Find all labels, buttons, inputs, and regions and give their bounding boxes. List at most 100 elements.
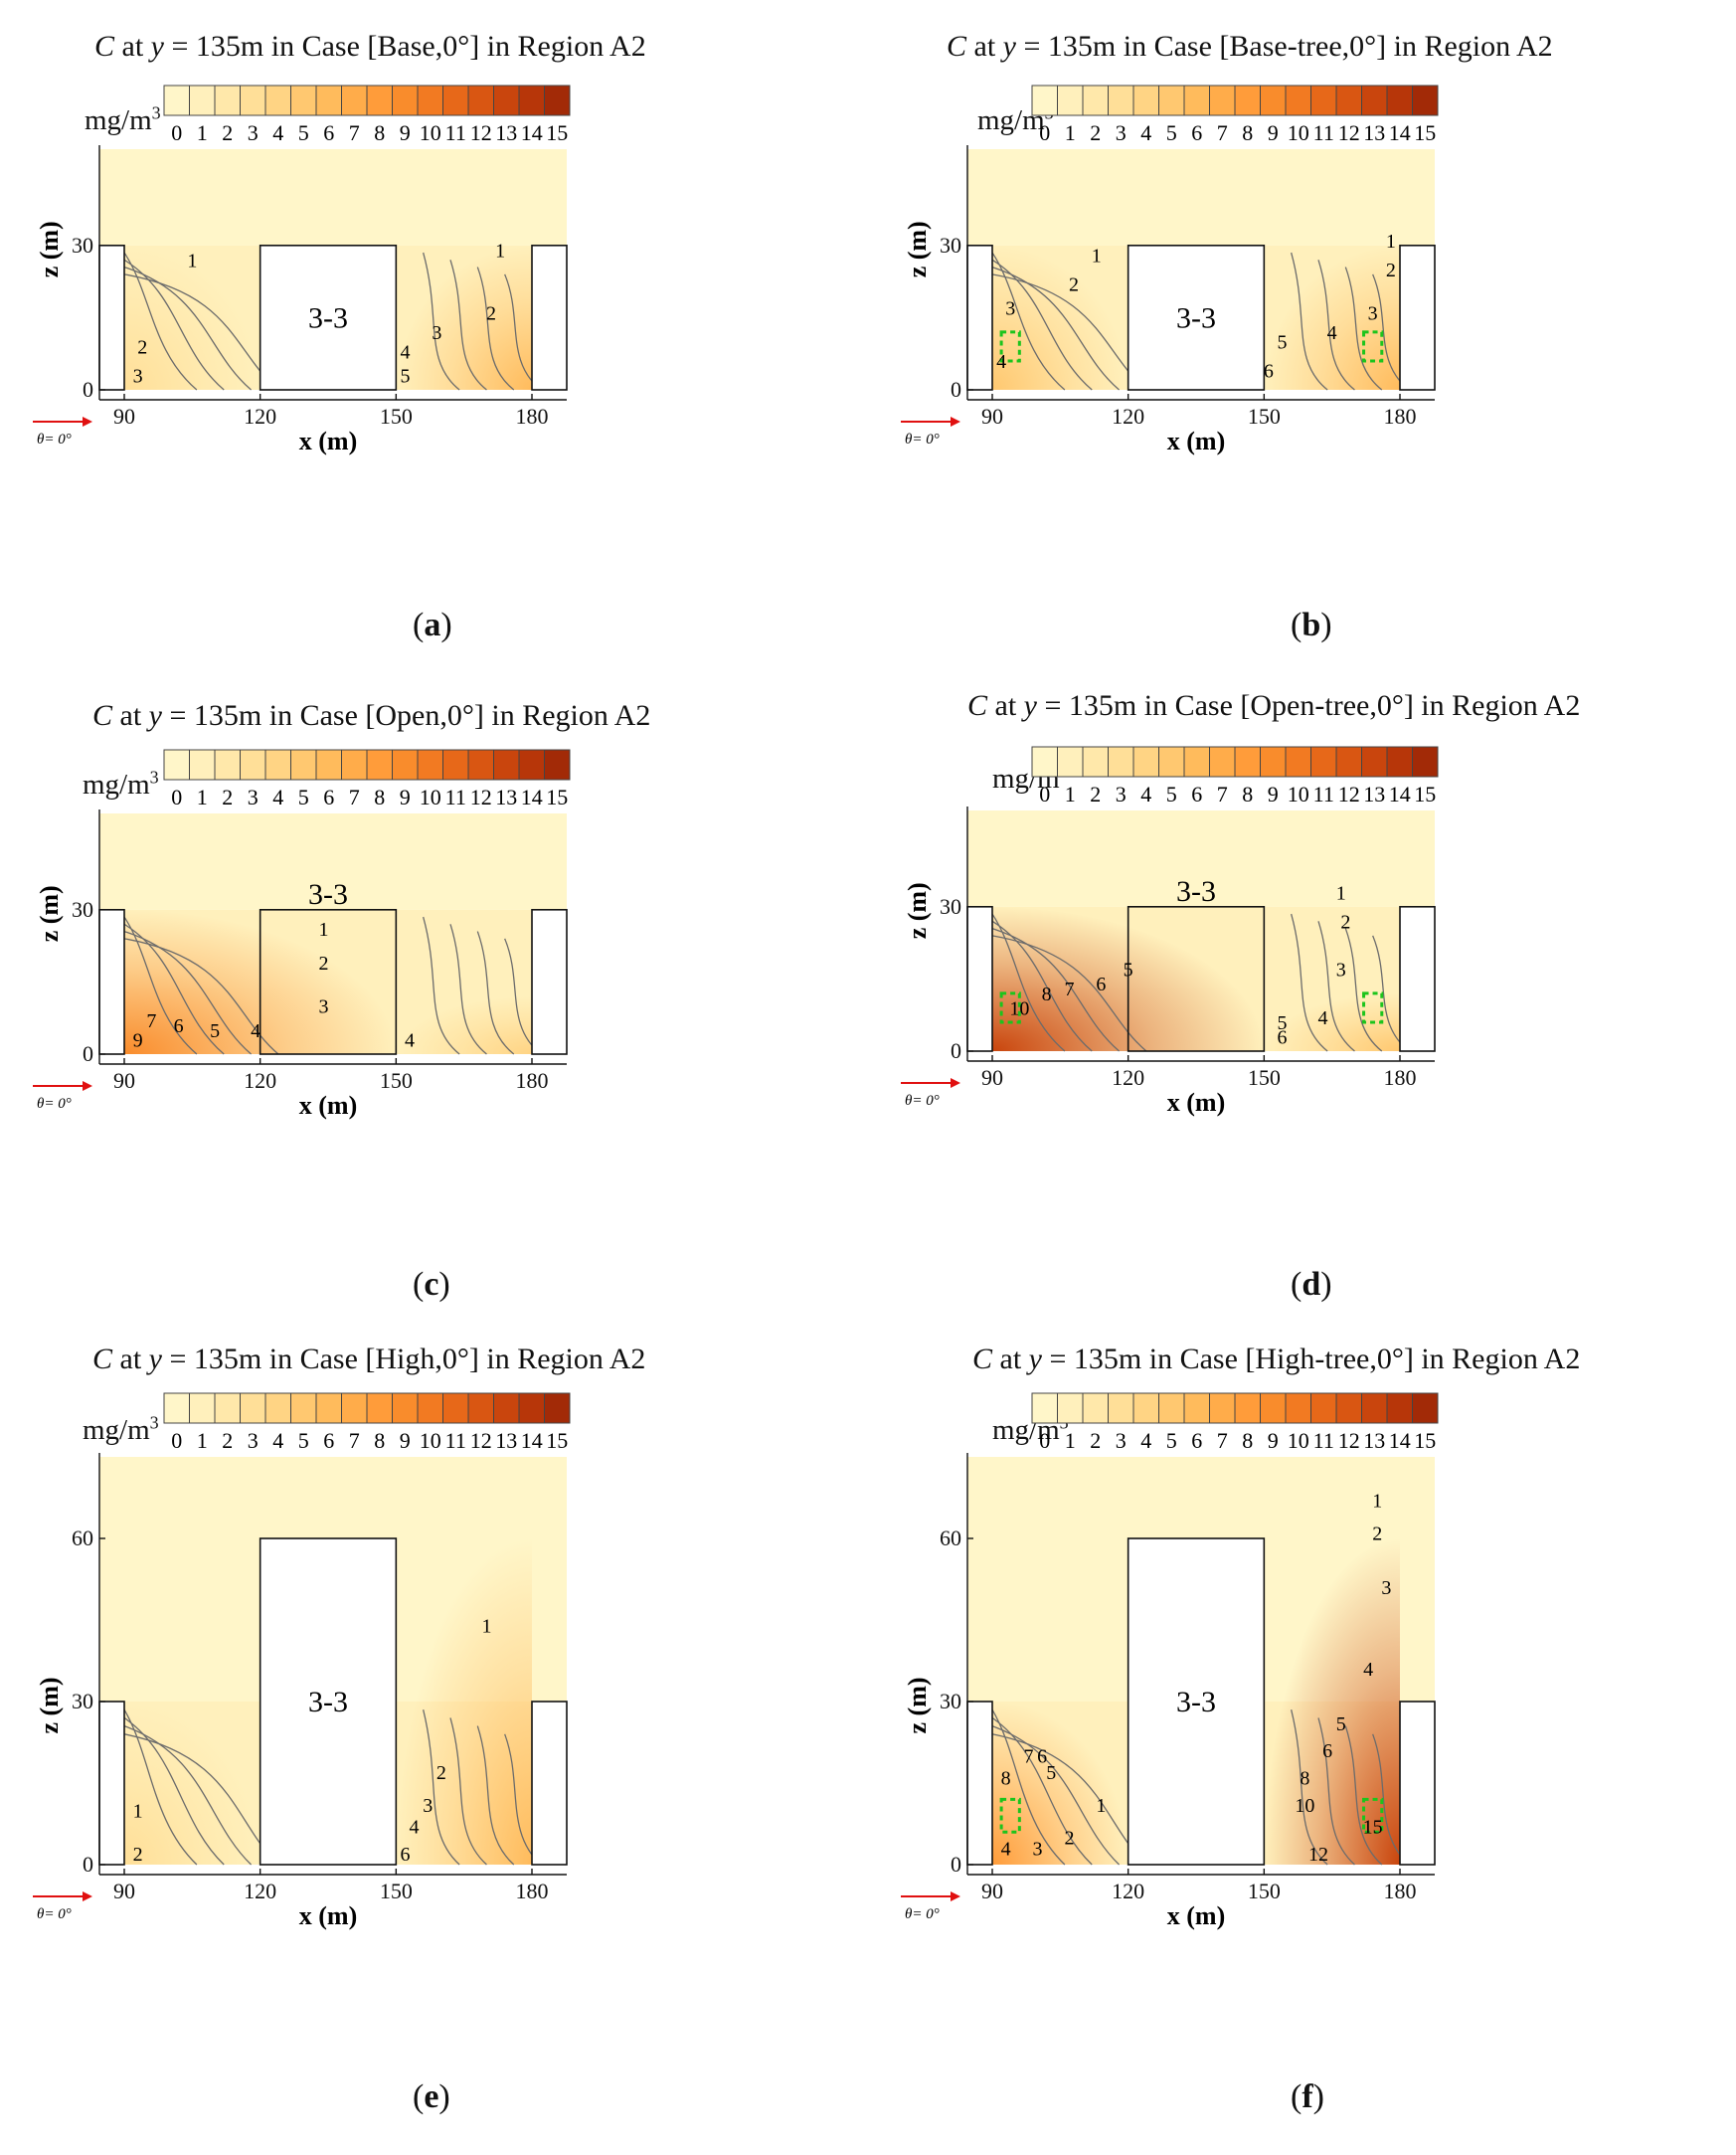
contour-label: 2	[486, 303, 496, 325]
contour-line	[476, 267, 515, 391]
colorbar-swatch	[1361, 746, 1388, 778]
colorbar-tick-label: 9	[1268, 120, 1279, 145]
contour-label: 7	[146, 1010, 156, 1032]
colorbar-swatch	[1335, 1392, 1362, 1424]
building-label: 3-3	[308, 1686, 348, 1718]
building-outline-open	[259, 909, 398, 1055]
wind-arrow-head	[83, 1891, 92, 1901]
wind-angle-label: θ= 0°	[905, 1906, 940, 1922]
colorbar-swatch	[467, 85, 494, 116]
left-concentration-plume	[992, 1702, 1128, 1865]
right-concentration-plume	[1264, 992, 1400, 1051]
x-axis-label: x (m)	[1167, 1088, 1225, 1117]
colorbar-tick-label: 2	[222, 785, 233, 809]
colorbar-tick-label: 15	[1414, 1428, 1436, 1453]
x-tick-label: 150	[1248, 404, 1281, 429]
tree-zone-icon	[1362, 991, 1384, 1024]
title-at: at	[987, 689, 1024, 722]
contour-line	[123, 1716, 225, 1866]
contour-line	[991, 266, 1120, 391]
colorbar-tick-label: 0	[171, 1428, 182, 1453]
title-rest: = 135m in Case [Base-tree,0°] in Region …	[1016, 30, 1553, 63]
colorbar-tick-label: 4	[272, 1428, 283, 1453]
colorbar-swatch	[1285, 746, 1311, 778]
colorbar-tick-label: 1	[1065, 120, 1076, 145]
colorbar-tick-label: 5	[1166, 782, 1177, 807]
wind-arrow-head	[951, 417, 960, 427]
z-axis-label: z (m)	[35, 1677, 64, 1733]
contour-label: 4	[996, 351, 1006, 373]
contour-line	[476, 1725, 515, 1866]
contour-label: 5	[1046, 1762, 1056, 1784]
building-outline-open	[1127, 906, 1266, 1052]
colorbar-tick-label: 14	[1389, 782, 1411, 807]
colorbar-tick-label: 1	[197, 1428, 208, 1453]
colorbar-swatch	[341, 1392, 368, 1424]
x-tick-label: 90	[113, 1879, 135, 1903]
x-tick-label: 120	[1112, 1879, 1144, 1903]
contour-label: 4	[251, 1020, 260, 1042]
z-tick-label: 60	[72, 1526, 93, 1550]
contour-label: 15	[1363, 1817, 1383, 1839]
wind-arrow-head	[83, 1081, 92, 1091]
contour-line	[123, 916, 198, 1055]
colorbar-swatch	[290, 1392, 317, 1424]
colorbar-swatch	[1209, 746, 1236, 778]
contour-label: 1	[1092, 245, 1102, 267]
z-tick-label: 30	[72, 1689, 93, 1713]
colorbar-swatch	[518, 1392, 545, 1424]
colorbar-tick-label: 7	[349, 120, 360, 145]
panel-caption: (e)	[413, 2078, 450, 2115]
downstream-building	[531, 1701, 568, 1866]
colorbar-swatch	[1412, 1392, 1439, 1424]
wind-angle-label: θ= 0°	[905, 1093, 940, 1109]
contour-label: 3	[1005, 298, 1015, 320]
title-at: at	[114, 30, 151, 63]
free-stream-region	[99, 813, 567, 910]
panel-caption: (d)	[1291, 1266, 1332, 1303]
downstream-building	[531, 909, 568, 1055]
contour-label: 10	[1009, 997, 1029, 1019]
contour-label: 4	[1318, 1007, 1328, 1029]
colorbar-tick-label: 15	[546, 120, 568, 145]
contour-label: 4	[1363, 1659, 1373, 1681]
colorbar-tick-label: 6	[1191, 782, 1202, 807]
colorbar-swatch	[1310, 1392, 1337, 1424]
contour-line	[1372, 273, 1410, 391]
contour-line	[423, 1709, 460, 1866]
colorbar-swatch	[315, 1392, 342, 1424]
colorbar-tick-label: 15	[1414, 120, 1436, 145]
contour-label: 12	[1308, 1844, 1328, 1866]
contour-line	[504, 938, 542, 1055]
colorbar-swatch	[1234, 1392, 1261, 1424]
colorbar-swatch	[518, 749, 545, 781]
wind-arrow-head	[951, 1891, 960, 1901]
contour-label: 7	[1064, 979, 1074, 1000]
colorbar-swatch	[240, 85, 266, 116]
contour-line	[991, 259, 1093, 391]
contour-line	[1372, 935, 1410, 1052]
colorbar-swatch	[1082, 85, 1109, 116]
colorbar-swatch	[1183, 85, 1210, 116]
colorbar-tick-label: 1	[1065, 782, 1076, 807]
colorbar: 0 1 2 3 4 5 6 7 8 9 10 11 12 13 14 15	[1031, 746, 1439, 807]
colorbar-tick-label: 9	[400, 1428, 411, 1453]
contour-line	[1344, 928, 1383, 1052]
contour-line	[123, 930, 252, 1055]
contour-label: 8	[1042, 984, 1052, 1005]
colorbar-swatch	[290, 85, 317, 116]
building-label: 3-3	[308, 301, 348, 334]
buildings: 3-3	[98, 245, 568, 391]
colorbar-tick-label: 0	[171, 120, 182, 145]
colorbar-swatch	[366, 749, 393, 781]
upstream-building	[966, 906, 993, 1052]
colorbar-swatch	[1031, 746, 1058, 778]
colorbar-swatch	[1183, 746, 1210, 778]
colorbar-swatch	[1158, 85, 1185, 116]
colorbar-swatch	[1108, 746, 1134, 778]
unit-text: mg/m3	[83, 1412, 159, 1446]
x-tick-label: 150	[380, 404, 413, 429]
concentration-field	[99, 813, 567, 1054]
